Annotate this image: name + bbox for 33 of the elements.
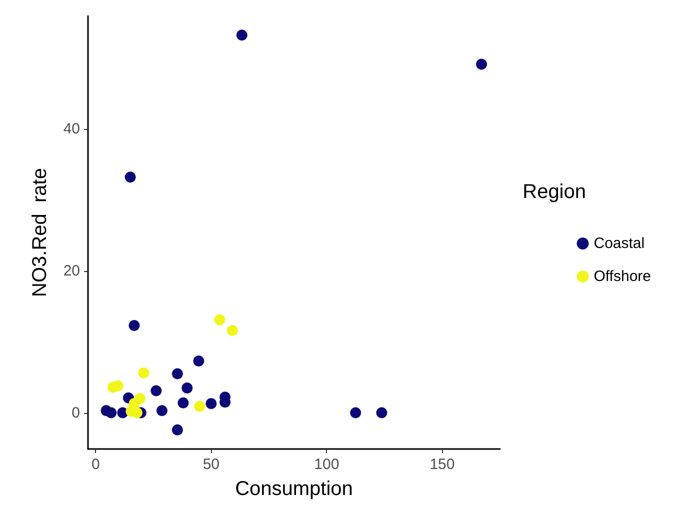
point xyxy=(138,368,150,379)
point xyxy=(193,355,204,366)
point xyxy=(128,320,140,331)
point xyxy=(206,398,217,410)
point xyxy=(150,385,162,396)
point xyxy=(214,314,226,326)
point xyxy=(350,407,362,418)
point xyxy=(236,30,248,41)
x-axis-title: Consumption xyxy=(235,478,353,500)
point xyxy=(106,407,117,418)
legend-title: Region xyxy=(522,181,586,203)
y-tick-label: 0 xyxy=(72,404,80,422)
y-tick-label: 40 xyxy=(63,120,80,138)
point xyxy=(226,324,238,336)
legend-label: Offshore xyxy=(594,268,652,285)
point xyxy=(178,397,189,408)
point xyxy=(476,58,488,70)
point xyxy=(172,424,183,436)
point xyxy=(156,405,168,416)
x-tick-label: 100 xyxy=(314,456,340,473)
y-tick-label: 20 xyxy=(63,262,80,280)
point xyxy=(376,407,388,418)
y-axis-title: NO3.Red rate xyxy=(29,168,51,297)
x-tick-label: 50 xyxy=(202,456,220,473)
legend-label: Coastal xyxy=(594,235,645,252)
point xyxy=(182,382,193,394)
x-tick-label: 150 xyxy=(430,456,455,473)
point xyxy=(124,172,136,183)
point xyxy=(194,400,206,412)
point xyxy=(172,368,183,380)
point xyxy=(112,380,124,392)
point xyxy=(132,407,142,418)
x-tick-label: 0 xyxy=(91,456,100,473)
